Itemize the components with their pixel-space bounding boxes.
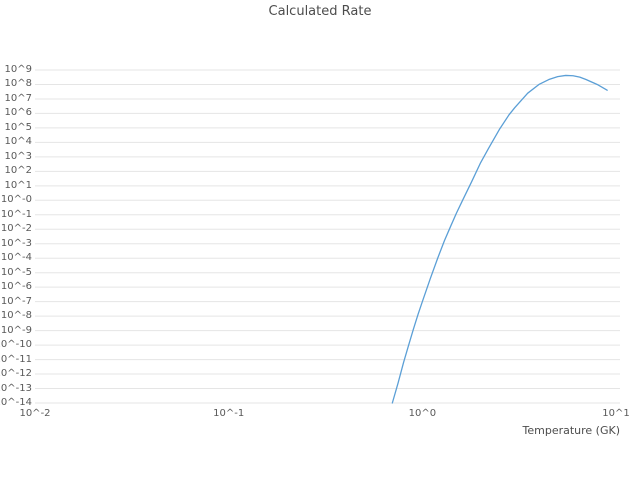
y-axis-tick-label: 10^3	[4, 150, 32, 162]
rate-curve	[391, 74, 608, 404]
y-axis-tick-label: 10^-10	[0, 339, 32, 351]
y-axis-tick-label: 10^-0	[0, 194, 32, 206]
y-axis-tick-label: 10^-13	[0, 382, 32, 394]
y-axis-tick-label: 10^-6	[0, 281, 32, 293]
y-axis-tick-label: 10^-8	[0, 310, 32, 322]
y-axis-tick-label: 10^7	[4, 92, 32, 104]
x-axis-tick-label: 10^-2	[19, 408, 51, 419]
y-axis-tick-label: 10^-7	[0, 295, 32, 307]
y-axis-tick-label: 10^-1	[0, 208, 32, 220]
chart-title: Calculated Rate	[268, 4, 372, 19]
y-axis-tick-label: 10^1	[4, 179, 32, 191]
y-axis-tick-label: 10^8	[4, 78, 32, 90]
y-axis-tick-label: 10^9	[4, 64, 32, 75]
x-axis-ticks: 10^-2 10^-1 10^0 10^1	[0, 408, 640, 424]
y-axis-tick-label: 10^-2	[0, 223, 32, 235]
x-axis-tick-label: 10^-1	[213, 408, 245, 419]
y-axis-tick-label: 10^4	[4, 136, 32, 148]
x-axis-tick-label: 10^1	[602, 408, 630, 419]
y-axis-ticks: 10^9 10^8 10^7 10^6 10^5 10^4 10^3 10^2 10^1 10^-…	[0, 0, 33, 480]
y-axis-tick-label: 10^-9	[0, 324, 32, 336]
y-axis-tick-label: 10^-3	[0, 237, 32, 249]
y-axis-tick-label: 10^-11	[0, 353, 32, 365]
y-axis-tick-label: 10^-4	[0, 252, 32, 264]
y-axis-tick-label: 10^6	[4, 107, 32, 119]
y-axis-tick-label: 10^5	[4, 121, 32, 133]
y-axis-tick-label: 10^-5	[0, 266, 32, 278]
x-axis-label: Temperature (GK)	[522, 424, 621, 437]
y-axis-tick-label: 10^2	[4, 165, 32, 177]
y-axis-tick-label: 10^-14	[0, 397, 32, 408]
x-axis-tick-label: 10^0	[408, 408, 437, 419]
grid-lines	[35, 69, 620, 404]
y-axis-tick-label: 10^-12	[0, 368, 32, 380]
